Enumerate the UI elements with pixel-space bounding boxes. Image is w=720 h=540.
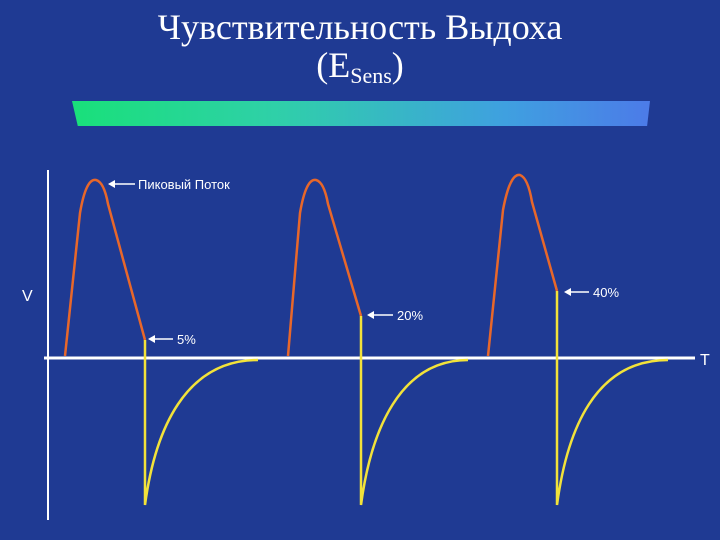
peak-flow-label: Пиковый Поток bbox=[138, 177, 230, 192]
inspiratory-curve-3 bbox=[486, 173, 559, 357]
inspiratory-curve-2 bbox=[286, 178, 363, 357]
expiratory-curve-2 bbox=[359, 316, 469, 506]
title-line-2: (ESens) bbox=[0, 46, 720, 95]
title-line-1: Чувствительность Выдоха bbox=[157, 7, 563, 47]
title-suffix: ) bbox=[391, 45, 404, 85]
threshold-5-label: 5% bbox=[177, 332, 196, 347]
threshold-40-label: 40% bbox=[593, 285, 619, 300]
threshold-40-arrow bbox=[564, 288, 589, 296]
threshold-20-arrow bbox=[367, 311, 393, 319]
x-axis-label: T bbox=[700, 352, 710, 369]
y-axis-label: V bbox=[22, 288, 33, 305]
peak-flow-arrow bbox=[108, 180, 135, 188]
threshold-20-label: 20% bbox=[397, 308, 423, 323]
inspiratory-curve-1 bbox=[63, 178, 147, 357]
title-prefix: (E bbox=[316, 45, 351, 85]
title-subscript: Sens bbox=[350, 63, 392, 88]
title-gradient-bar bbox=[72, 101, 650, 126]
expiratory-curve-3 bbox=[555, 291, 669, 506]
threshold-5-arrow bbox=[148, 335, 173, 343]
slide-title: Чувствительность Выдоха (ESens) bbox=[0, 8, 720, 95]
expiratory-curve-1 bbox=[143, 340, 259, 506]
